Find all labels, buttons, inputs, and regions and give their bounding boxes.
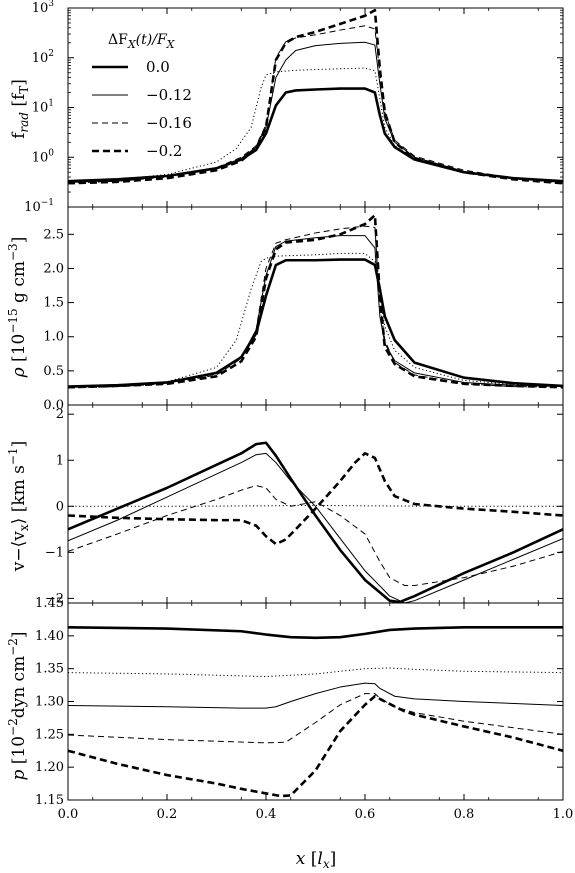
series-line-3-thin-dashed bbox=[68, 693, 563, 744]
y-tick-label-1-0: 0.0 bbox=[43, 398, 64, 413]
series-line-0-thick-solid bbox=[68, 87, 563, 183]
y-tick-label-0-1: 100 bbox=[32, 148, 55, 165]
y-tick-label-1-3: 1.5 bbox=[43, 296, 64, 311]
y-tick-label-0-0: 10−1 bbox=[24, 198, 54, 215]
series-line-2-thin-solid bbox=[68, 452, 563, 603]
series-line-1-thick-solid bbox=[68, 258, 563, 388]
series-line-0-thin-dashed bbox=[68, 25, 563, 184]
series-line-2-dotted bbox=[68, 504, 563, 507]
panel-2: −2 −1 0 1 2 bbox=[45, 404, 564, 606]
x-tick-label-0: 0.0 bbox=[58, 807, 79, 822]
y-tick-label-2-4: 2 bbox=[56, 407, 64, 422]
series-group-0 bbox=[68, 8, 563, 185]
panel-frame-1 bbox=[67, 206, 564, 406]
y-tick-label-3-6: 1.45 bbox=[35, 596, 64, 611]
series-group-3 bbox=[68, 626, 563, 798]
y-tick-label-1-1: 0.5 bbox=[43, 364, 64, 379]
legend-label-3: −0.2 bbox=[146, 142, 182, 160]
series-line-2-thick-dashed bbox=[68, 452, 563, 546]
y-tick-label-1-5: 2.5 bbox=[43, 227, 64, 242]
ylabel-frad: frad [fT] bbox=[9, 79, 31, 139]
y-tick-label-0-4: 103 bbox=[32, 0, 55, 16]
x-tick-label-1: 0.2 bbox=[157, 807, 178, 822]
panel-frame-3 bbox=[67, 602, 564, 801]
series-line-0-thin-solid bbox=[68, 41, 563, 184]
series-line-3-thick-solid bbox=[68, 626, 563, 640]
ylabel-pressure: p [10−2dyn cm−2] bbox=[6, 631, 29, 780]
ylabel-rho: ρ [10−15 g cm−3] bbox=[6, 237, 29, 379]
panel-1: 0.0 0.5 1.0 1.5 2.0 2.5 bbox=[43, 206, 564, 413]
y-tick-label-3-0: 1.15 bbox=[35, 793, 64, 808]
legend-label-0: 0.0 bbox=[146, 58, 170, 76]
y-tick-label-2-1: −1 bbox=[45, 545, 64, 560]
xlabel: x [lx] bbox=[296, 849, 337, 871]
x-tick-label-3: 0.6 bbox=[355, 807, 376, 822]
panel-3: 1.15 1.20 1.25 1.30 1.35 1.40 1.45 0.0 0.2 0.4 0.6… bbox=[35, 596, 573, 822]
panel-frame-2 bbox=[67, 404, 564, 604]
series-line-1-thin-solid bbox=[68, 235, 563, 388]
y-tick-label-1-4: 2.0 bbox=[43, 261, 64, 276]
y-tick-label-3-4: 1.35 bbox=[35, 662, 64, 677]
y-tick-label-3-2: 1.25 bbox=[35, 727, 64, 742]
y-tick-label-1-2: 1.0 bbox=[43, 330, 64, 345]
x-tick-label-4: 0.8 bbox=[454, 807, 475, 822]
series-line-3-thick-dashed bbox=[68, 694, 563, 798]
y-tick-label-3-5: 1.40 bbox=[35, 629, 64, 644]
y-tick-label-3-1: 1.20 bbox=[35, 760, 64, 775]
y-tick-label-2-2: 0 bbox=[56, 499, 64, 514]
y-tick-label-2-0: −2 bbox=[45, 591, 64, 606]
x-tick-label-2: 0.4 bbox=[256, 807, 277, 822]
series-line-1-thin-dashed bbox=[68, 225, 563, 389]
series-group-1 bbox=[68, 213, 563, 389]
y-tick-label-0-3: 102 bbox=[32, 49, 54, 66]
series-line-2-thick-solid bbox=[68, 441, 563, 603]
series-line-3-thin-solid bbox=[68, 682, 563, 709]
y-tick-label-2-3: 1 bbox=[56, 453, 64, 468]
legend-label-1: −0.12 bbox=[146, 86, 192, 104]
y-tick-label-0-2: 101 bbox=[32, 99, 54, 116]
series-line-2-thin-dashed bbox=[68, 485, 563, 586]
y-tick-label-3-3: 1.30 bbox=[35, 695, 64, 710]
legend-title: ΔFX(t)/FX bbox=[108, 32, 176, 51]
legend-label-2: −0.16 bbox=[146, 114, 192, 132]
series-line-1-dotted bbox=[68, 252, 563, 388]
x-tick-label-5: 1.0 bbox=[553, 807, 574, 822]
legend: ΔFX(t)/FX 0.0 −0.12 −0.16 −0.2 bbox=[92, 32, 192, 160]
series-group-2 bbox=[68, 441, 563, 603]
series-line-0-thick-dashed bbox=[68, 8, 563, 185]
panels: 10−1 100 101 102 103 0.0 0.5 1.0 1.5 2.0 2.5 −2 −1 0 1… bbox=[24, 0, 573, 822]
ylabel-velocity: v−⟨vx⟩ [km s−1] bbox=[6, 441, 31, 572]
series-line-1-thick-dashed bbox=[68, 213, 563, 389]
series-line-3-dotted bbox=[68, 667, 563, 678]
panel-0: 10−1 100 101 102 103 bbox=[24, 0, 564, 215]
series-line-0-dotted bbox=[68, 67, 563, 183]
